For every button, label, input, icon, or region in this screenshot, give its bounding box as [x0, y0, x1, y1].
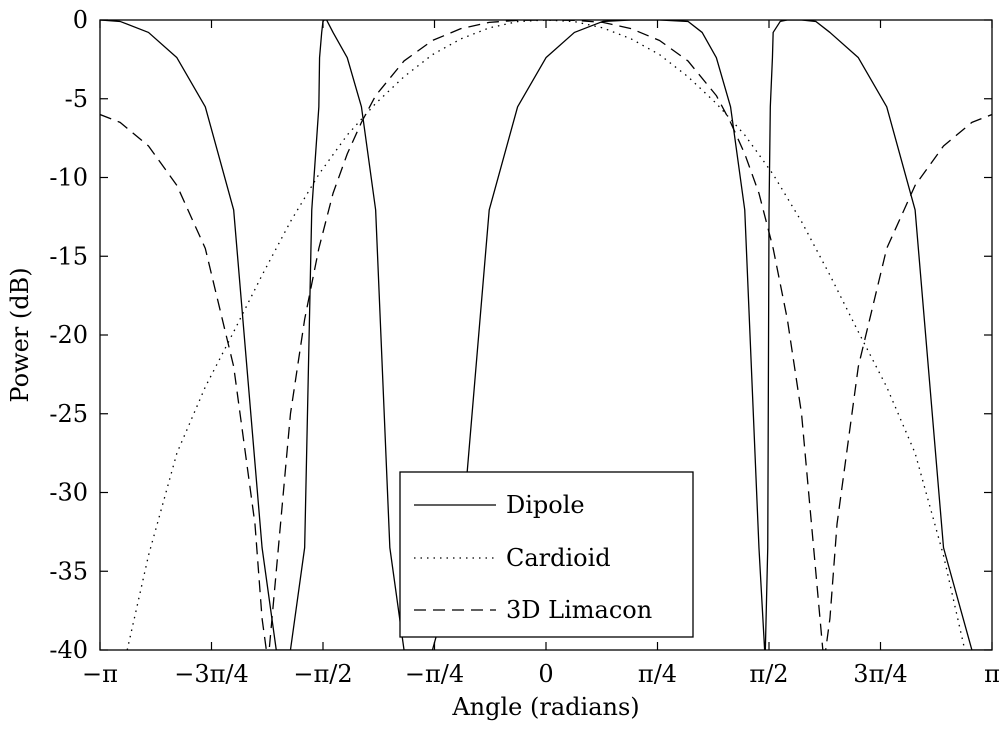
x-axis-label: Angle (radians) — [451, 693, 639, 721]
y-axis-label: Power (dB) — [6, 267, 34, 402]
x-tick-label: −3π/4 — [174, 660, 249, 688]
y-tick-label: -25 — [49, 400, 88, 428]
y-tick-label: -10 — [49, 164, 88, 192]
x-tick-label: −π — [82, 660, 118, 688]
y-tick-label: -35 — [49, 557, 88, 585]
legend-label-cardioid: Cardioid — [506, 544, 611, 572]
x-tick-label: −π/4 — [405, 660, 464, 688]
y-tick-label: 0 — [73, 6, 88, 34]
y-tick-label: -40 — [49, 636, 88, 664]
series-line-3d-limacon — [100, 20, 992, 650]
y-tick-label: -20 — [49, 321, 88, 349]
y-tick-label: -15 — [49, 242, 88, 270]
y-tick-label: -30 — [49, 479, 88, 507]
x-tick-label: π/2 — [749, 660, 788, 688]
legend-label-dipole: Dipole — [506, 491, 585, 519]
legend: Dipole Cardioid 3D Limacon — [399, 471, 694, 638]
x-tick-label: π/4 — [638, 660, 677, 688]
legend-label-3d-limacon: 3D Limacon — [506, 596, 652, 624]
legend-box — [399, 471, 694, 638]
plot-frame — [99, 19, 993, 651]
x-tick-label: −π/2 — [293, 660, 352, 688]
x-tick-label: π — [984, 660, 1000, 688]
x-tick-label: 0 — [538, 660, 553, 688]
x-tick-label: 3π/4 — [853, 660, 907, 688]
series-line-cardioid — [126, 20, 966, 650]
y-tick-label: -5 — [65, 85, 88, 113]
tick-labels: −π −3π/4 −π/2 −π/4 0 π/4 π/2 3π/4 π 0 -5 -10 -15 -20 -… — [49, 6, 1000, 688]
